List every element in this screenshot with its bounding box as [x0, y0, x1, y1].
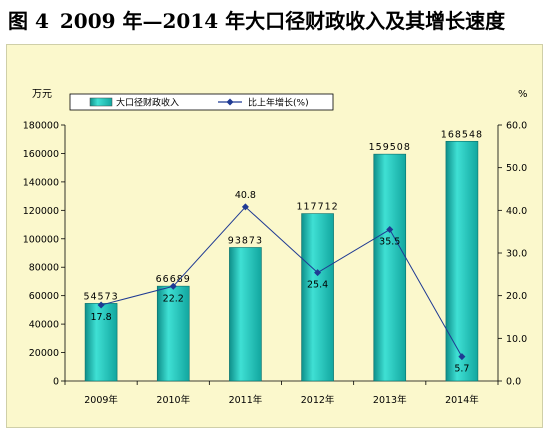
growth-value-label: 35.5	[379, 237, 400, 248]
right-axis-tick-label: 20.0	[506, 291, 527, 302]
growth-marker	[241, 203, 249, 211]
right-axis-tick-label: 50.0	[506, 163, 527, 174]
bar-value-label: 117712	[296, 202, 338, 213]
x-axis-tick-label: 2014年	[445, 394, 479, 406]
figure-number: 图 4	[8, 9, 49, 33]
legend-line-marker	[226, 98, 234, 106]
bar	[229, 247, 262, 382]
growth-value-label: 25.4	[307, 280, 328, 291]
growth-value-label: 5.7	[454, 364, 469, 375]
left-axis-tick-label: 60000	[29, 291, 59, 302]
growth-line	[100, 206, 463, 357]
growth-marker	[169, 282, 177, 290]
bar-value-label: 66689	[156, 274, 191, 285]
legend-line-label: 比上年增长(%)	[248, 97, 309, 109]
bar-value-label: 168548	[441, 129, 483, 140]
right-axis-tick-label: 60.0	[506, 121, 527, 132]
growth-value-label: 17.8	[91, 312, 112, 323]
left-axis-tick-label: 160000	[23, 149, 59, 160]
legend-bar-swatch	[89, 97, 113, 107]
growth-marker	[314, 269, 322, 277]
bar-value-label: 54573	[83, 291, 118, 302]
x-axis-tick-label: 2011年	[229, 394, 263, 406]
right-axis-tick-label: 0.0	[506, 377, 521, 388]
legend-bar-label: 大口径财政收入	[116, 97, 179, 109]
bar	[445, 140, 479, 382]
left-axis-tick-label: 80000	[29, 263, 59, 274]
bar	[301, 213, 334, 382]
right-axis-tick-label: 40.0	[506, 206, 527, 217]
right-axis-tick-label: 10.0	[506, 334, 527, 345]
left-axis-tick-label: 180000	[23, 121, 59, 132]
bar	[156, 285, 190, 382]
figure-title: 图 4 2009 年—2014 年大口径财政收入及其增长速度	[8, 4, 549, 38]
left-axis-tick-label: 140000	[23, 177, 59, 188]
left-axis-unit-label: 万元	[32, 89, 52, 100]
growth-value-label: 22.2	[163, 293, 184, 304]
growth-marker	[386, 226, 394, 234]
right-axis-tick-label: 30.0	[506, 249, 527, 260]
x-axis-tick-label: 2012年	[301, 394, 335, 406]
x-axis-tick-label: 2009年	[84, 394, 118, 406]
left-axis-tick-label: 100000	[23, 234, 59, 245]
x-axis-tick-label: 2010年	[156, 394, 190, 406]
left-axis-tick-label: 120000	[23, 206, 59, 217]
left-axis-tick-label: 40000	[29, 320, 59, 331]
left-axis-tick-label: 20000	[29, 348, 59, 359]
x-axis-tick-label: 2013年	[373, 394, 407, 406]
bar	[373, 153, 407, 382]
growth-value-label: 40.8	[235, 190, 256, 201]
growth-marker	[458, 353, 466, 361]
left-axis-tick-label: 0	[53, 377, 59, 388]
bar-value-label: 93873	[228, 235, 263, 246]
growth-marker	[97, 301, 105, 309]
legend: 大口径财政收入 比上年增长(%)	[69, 93, 334, 111]
figure-title-text: 2009 年—2014 年大口径财政收入及其增长速度	[59, 9, 506, 33]
right-axis-unit-label: %	[518, 89, 528, 100]
bar-value-label: 159508	[369, 142, 411, 153]
